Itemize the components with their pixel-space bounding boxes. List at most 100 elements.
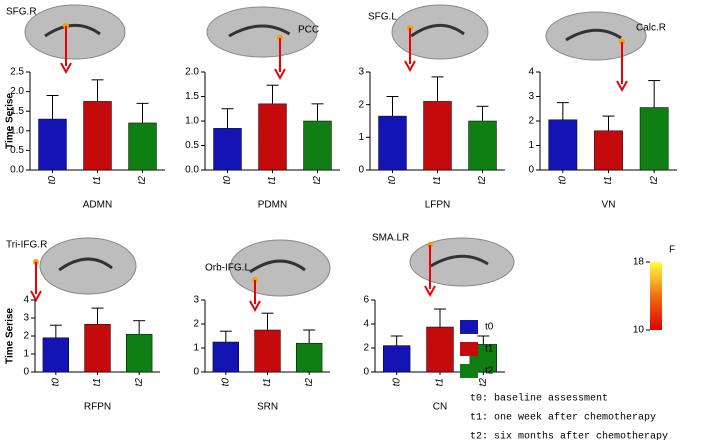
region-label: Orb-IFG.L [205, 263, 250, 274]
legend-label: t1 [485, 344, 494, 355]
y-tick-label: 0.5 [185, 140, 199, 151]
y-tick-label: 2.0 [10, 86, 24, 97]
arrow-head [30, 290, 42, 303]
legend-swatch [460, 342, 478, 356]
y-tick-label: 1.0 [185, 116, 199, 127]
x-tick-label: t0 [557, 176, 568, 185]
arrow-head [274, 68, 286, 81]
x-tick-label: t2 [134, 378, 145, 387]
y-tick-label: 0 [528, 165, 534, 176]
x-tick-label: t1 [92, 378, 103, 386]
x-tick-label: t0 [391, 378, 402, 387]
legend-label: t0 [485, 322, 494, 333]
y-tick-label: 0.5 [10, 145, 24, 156]
brain-fold [430, 254, 489, 268]
brain-fold [249, 259, 306, 274]
brain-slice [545, 11, 647, 61]
arrow-head [404, 60, 416, 73]
bar [258, 103, 287, 171]
region-label: SMA.LR [372, 233, 409, 244]
x-tick-label: t2 [649, 176, 660, 185]
x-tick-label: t0 [222, 176, 233, 185]
bar [303, 120, 332, 171]
y-tick-label: 0 [193, 367, 199, 378]
bar [594, 130, 623, 171]
region-label: Tri-IFG.R [6, 240, 47, 251]
bar [83, 101, 112, 171]
x-tick-label: t2 [312, 176, 323, 185]
x-tick-label: t1 [92, 176, 103, 184]
y-tick-label: 0 [358, 165, 364, 176]
bar [296, 342, 323, 373]
colorbar-tick-label: 18 [633, 257, 645, 268]
x-tick-label: t0 [50, 378, 61, 387]
y-tick-label: 2 [23, 331, 29, 342]
x-axis-label: LFPN [425, 200, 451, 211]
y-tick-label: 2.0 [185, 67, 199, 78]
x-axis-label: SRN [257, 402, 278, 413]
y-tick-label: 0.0 [10, 165, 24, 176]
brain-slice [206, 6, 318, 58]
x-tick-label: t1 [262, 378, 273, 386]
y-tick-label: 3 [528, 91, 534, 102]
x-tick-label: t1 [603, 176, 614, 184]
x-axis-label: CN [433, 402, 447, 413]
y-tick-label: 1.5 [185, 91, 199, 102]
bar [382, 345, 411, 373]
bar [426, 326, 454, 373]
legend-swatch [460, 364, 478, 378]
arrow-head [60, 62, 72, 75]
y-tick-label: 0 [363, 367, 369, 378]
y-tick-label: 4 [23, 295, 29, 306]
brain-fold [228, 24, 291, 38]
brain-slice [24, 4, 126, 60]
bar [213, 128, 242, 171]
y-tick-label: 2 [528, 116, 534, 127]
bar [423, 101, 452, 171]
bar [548, 119, 578, 171]
brain-fold [565, 28, 622, 42]
brain-slice [409, 237, 515, 287]
y-tick-label: 2.5 [10, 67, 24, 78]
bar [128, 122, 157, 171]
colorbar-title: F [669, 245, 675, 256]
y-tick-label: 1 [358, 132, 364, 143]
bar [126, 333, 153, 373]
x-tick-label: t0 [387, 176, 398, 185]
brain-fold [44, 23, 101, 38]
y-tick-label: 3 [193, 295, 199, 306]
brain-slice [39, 237, 137, 295]
region-label: PCC [298, 25, 319, 36]
y-tick-label: 0.0 [185, 165, 199, 176]
y-tick-label: 4 [528, 67, 534, 78]
arrow-head [616, 80, 628, 93]
x-axis-label: RFPN [84, 402, 111, 413]
legend-swatch [460, 320, 478, 334]
x-tick-label: t1 [267, 176, 278, 184]
y-tick-label: 4 [363, 319, 369, 330]
x-tick-label: t2 [477, 176, 488, 185]
x-axis-label: PDMN [258, 200, 287, 211]
colorbar [650, 262, 662, 330]
y-tick-label: 1 [528, 140, 534, 151]
x-tick-label: t1 [435, 378, 446, 386]
brain-fold [58, 257, 113, 272]
note: t1: one week after chemotherapy [470, 412, 656, 424]
arrow-head [424, 285, 436, 298]
bar [42, 337, 70, 373]
y-tick-label: 1.5 [10, 106, 24, 117]
x-axis-label: VN [602, 200, 616, 211]
x-tick-label: t2 [478, 378, 489, 387]
y-tick-label: 6 [363, 295, 369, 306]
bar [84, 324, 111, 373]
region-label: Calc.R [636, 23, 666, 34]
legend-label: t2 [485, 366, 494, 377]
region-label: SFG.L [368, 12, 397, 23]
y-tick-label: 2 [363, 343, 369, 354]
y-tick-label: 0 [23, 367, 29, 378]
bar [639, 107, 669, 171]
bar [468, 120, 497, 171]
bar [378, 115, 407, 171]
y-tick-label: 1 [193, 343, 199, 354]
